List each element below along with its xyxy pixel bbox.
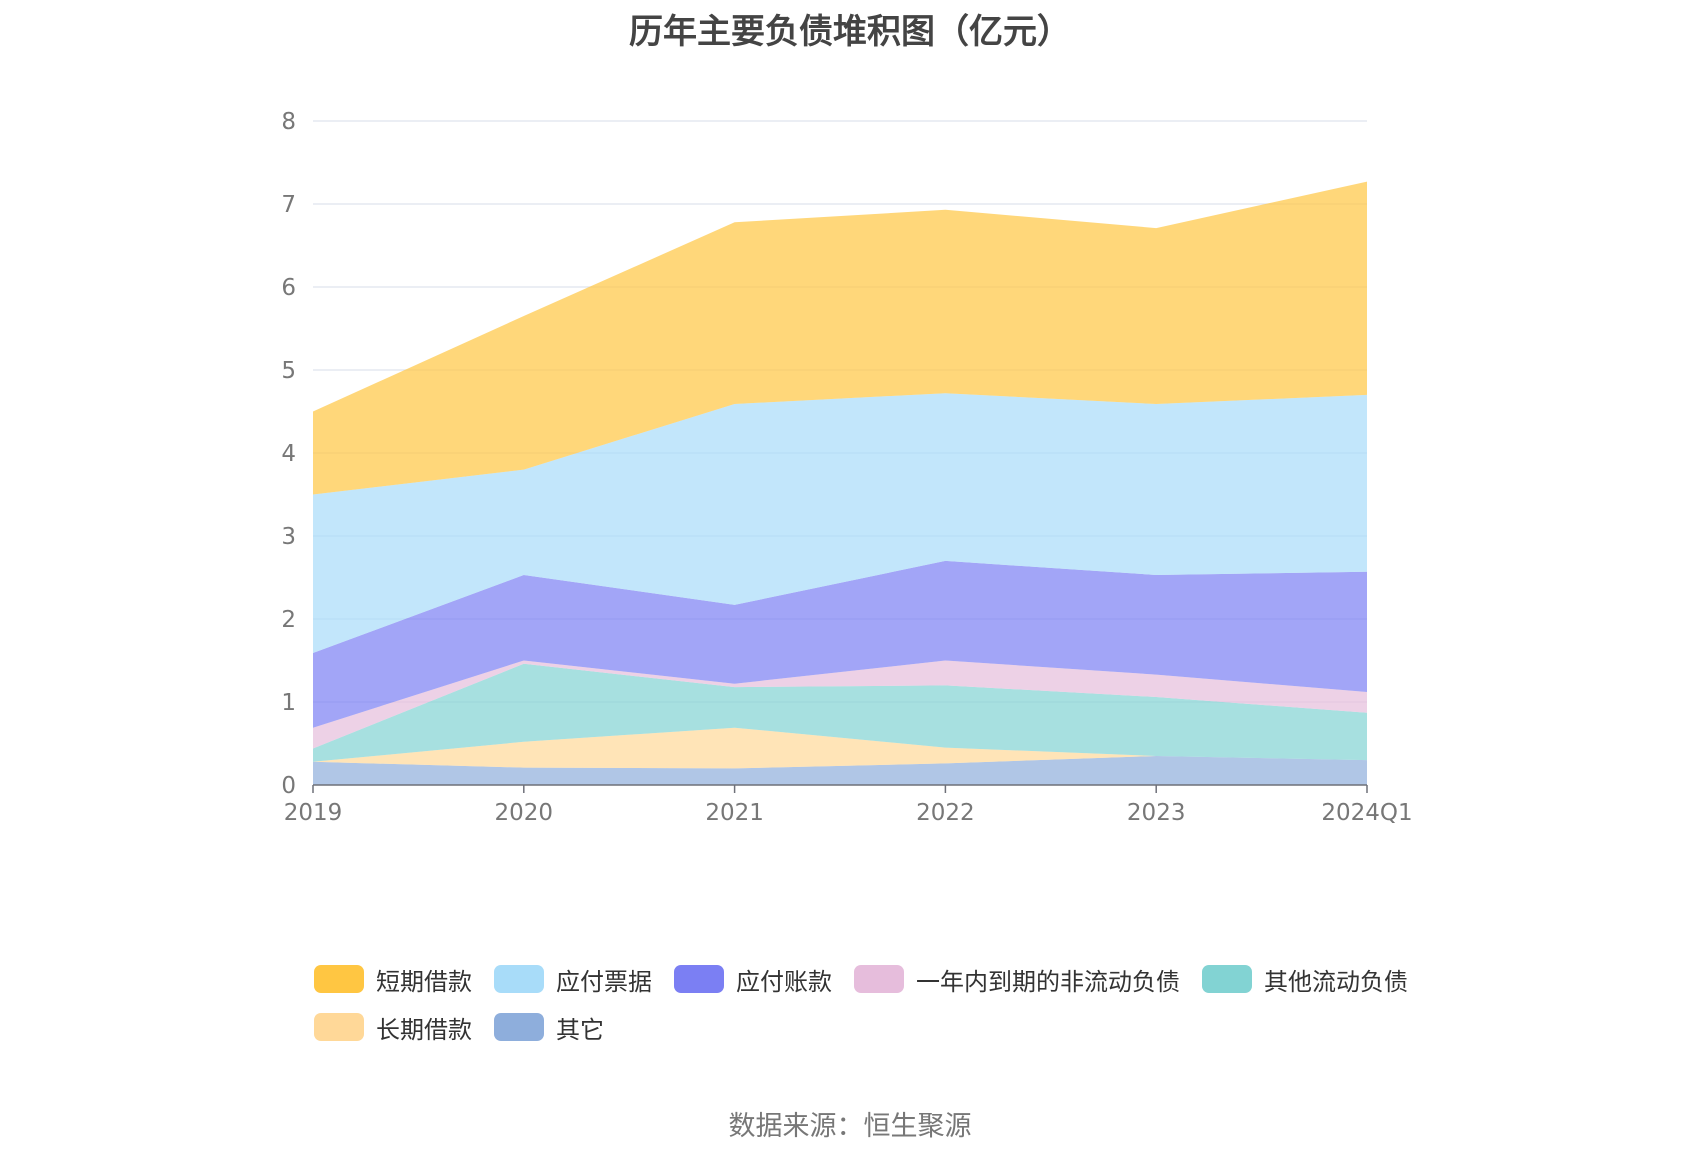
- area-series-5: [313, 393, 1367, 653]
- x-tick-label: 2019: [284, 800, 343, 826]
- legend-swatch: [314, 1013, 364, 1041]
- x-axis: [312, 784, 1368, 793]
- legend-swatch: [1202, 965, 1252, 993]
- chart-title: 历年主要负债堆积图（亿元）: [629, 12, 1071, 52]
- area-series-1: [313, 727, 1367, 769]
- legend-swatch: [494, 965, 544, 993]
- legend-item[interactable]: 短期借款: [314, 955, 472, 1003]
- legend-swatch: [314, 965, 364, 993]
- legend-item[interactable]: 一年内到期的非流动负债: [854, 955, 1180, 1003]
- x-tick-label: 2024Q1: [1321, 800, 1412, 826]
- area-series-0: [313, 756, 1367, 785]
- legend-item[interactable]: 应付账款: [674, 955, 832, 1003]
- y-tick-label: 6: [281, 275, 296, 301]
- legend-label: 应付账款: [736, 967, 832, 996]
- area-series-6: [313, 181, 1367, 495]
- area-series-3: [313, 660, 1367, 749]
- data-source: 数据来源：恒生聚源: [728, 1111, 972, 1142]
- x-axis-tick-labels: 2019 2020 2021 2022 2023 2024Q1: [284, 800, 1413, 826]
- legend-item[interactable]: 长期借款: [314, 1003, 472, 1051]
- y-tick-label: 7: [281, 192, 296, 218]
- legend-swatch: [854, 965, 904, 993]
- legend: 短期借款 应付票据 应付账款 一年内到期的非流动负债 其他流动负债长期借款 其它: [314, 955, 1464, 1051]
- legend-label: 其它: [556, 1015, 604, 1044]
- legend-item[interactable]: 应付票据: [494, 955, 652, 1003]
- x-tick-label: 2020: [495, 800, 554, 826]
- area-series-4: [313, 560, 1367, 728]
- y-tick-label: 4: [281, 441, 296, 467]
- legend-swatch: [674, 965, 724, 993]
- y-tick-label: 5: [281, 358, 296, 384]
- y-tick-label: 1: [281, 690, 296, 716]
- area-series: [313, 181, 1367, 785]
- y-tick-label: 3: [281, 524, 296, 550]
- area-series-2: [313, 663, 1367, 762]
- y-tick-label: 8: [281, 109, 296, 135]
- x-tick-label: 2021: [705, 800, 764, 826]
- legend-item[interactable]: 其他流动负债: [1202, 955, 1408, 1003]
- legend-label: 长期借款: [376, 1015, 472, 1044]
- legend-item[interactable]: 其它: [494, 1003, 604, 1051]
- legend-row: 短期借款 应付票据 应付账款 一年内到期的非流动负债 其他流动负债长期借款 其它: [314, 955, 1464, 1051]
- legend-label: 其他流动负债: [1264, 967, 1408, 996]
- x-tick-label: 2022: [916, 800, 975, 826]
- legend-label: 应付票据: [556, 967, 652, 996]
- y-tick-label: 2: [281, 607, 296, 633]
- legend-swatch: [494, 1013, 544, 1041]
- legend-label: 一年内到期的非流动负债: [916, 967, 1180, 996]
- x-tick-label: 2023: [1127, 800, 1186, 826]
- legend-label: 短期借款: [376, 967, 472, 996]
- y-tick-label: 0: [281, 773, 296, 799]
- y-axis-tick-labels: 0 1 2 3 4 5 6 7 8: [281, 109, 296, 799]
